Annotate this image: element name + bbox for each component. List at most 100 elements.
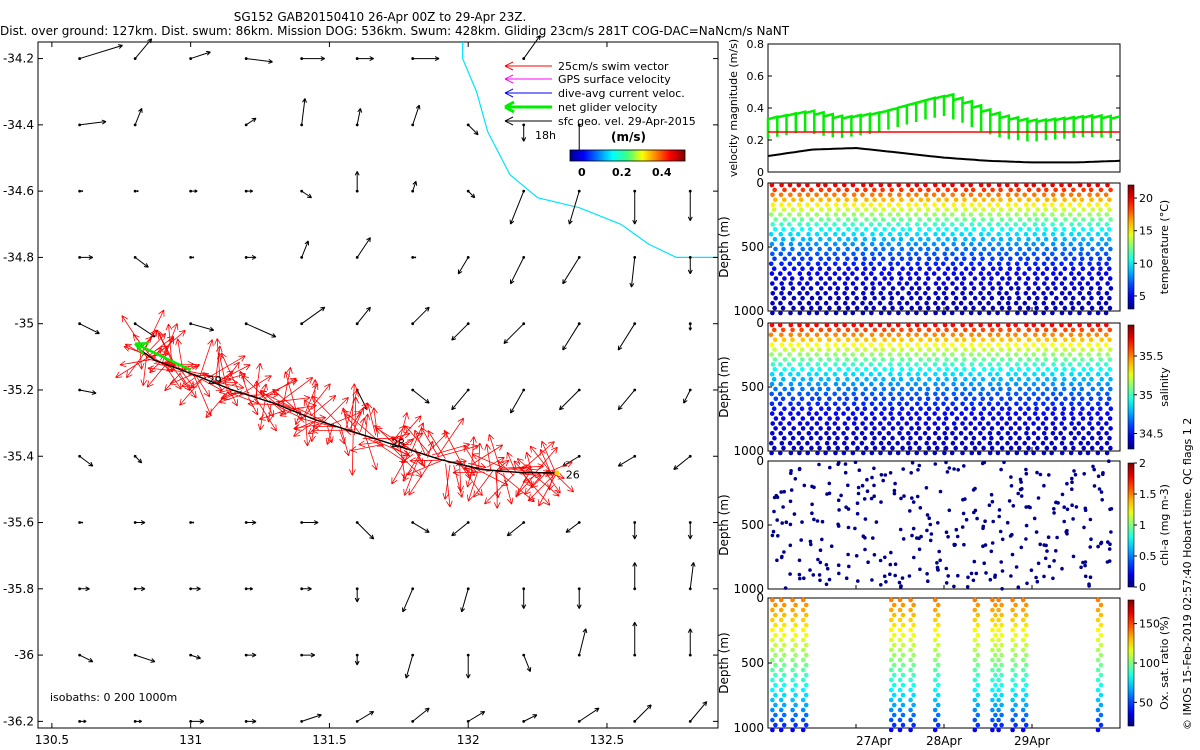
profile-point [800, 266, 805, 272]
profile-point [859, 342, 864, 348]
profile-point [1019, 545, 1024, 550]
profile-point [941, 192, 946, 198]
profile-point [836, 187, 841, 193]
profile-point [975, 722, 981, 728]
profile-point [878, 440, 884, 446]
profile-point [1071, 396, 1076, 402]
profile-point [809, 416, 815, 421]
profile-point [818, 548, 823, 552]
profile-point [1050, 222, 1055, 227]
profile-point [859, 440, 865, 446]
profile-point [872, 327, 878, 333]
profile-point [897, 411, 902, 416]
profile-point [842, 310, 848, 316]
profile-point [889, 550, 893, 555]
profile-point [886, 241, 891, 247]
profile-point [782, 347, 788, 352]
profile-point [963, 207, 968, 212]
swim-vector [199, 339, 214, 378]
profile-point [835, 376, 840, 382]
profile-point [1095, 310, 1101, 316]
profile-point [1078, 261, 1083, 267]
profile-point [1089, 357, 1094, 362]
profile-point [936, 521, 940, 525]
profile-point [993, 672, 998, 678]
profile-point [1024, 537, 1028, 541]
profile-point [888, 697, 894, 703]
profile-point [888, 607, 894, 613]
profile-point [850, 440, 856, 446]
profile-point [778, 727, 784, 733]
profile-point [780, 396, 786, 402]
profile-point [899, 197, 904, 203]
profile-point [791, 187, 797, 193]
profile-point [881, 386, 887, 392]
profile-point [1035, 445, 1040, 451]
profile-point [823, 411, 829, 416]
profile-point [854, 406, 860, 412]
profile-point [963, 435, 968, 441]
profile-point [908, 707, 913, 713]
profile-point [800, 187, 806, 193]
profile-point [959, 411, 964, 416]
profile-point [773, 682, 778, 688]
profile-point [987, 371, 993, 377]
legend-net-arrow-icon [504, 100, 515, 114]
profile-point [997, 514, 1001, 519]
profile-point [779, 490, 783, 494]
profile-point [1098, 357, 1103, 362]
profile-point [1090, 207, 1095, 212]
profile-ylabel: Depth (m) [717, 216, 731, 277]
profile-point [978, 182, 984, 188]
profile-point [926, 426, 931, 431]
profile-point [1050, 251, 1055, 257]
swim-vector [173, 368, 191, 391]
profile-point [881, 305, 887, 311]
profile-point [1026, 295, 1032, 301]
profile-point [1023, 672, 1029, 678]
profile-point [872, 416, 877, 421]
profile-point [793, 642, 798, 648]
profile-point [975, 516, 979, 521]
profile-point [853, 396, 859, 402]
profile-point [1079, 286, 1085, 291]
profile-point [908, 509, 912, 513]
profile-point [808, 376, 814, 382]
profile-point [995, 450, 1001, 456]
profile-point [913, 381, 919, 387]
profile-point [1017, 197, 1022, 203]
profile-point [1005, 300, 1011, 306]
profile-point [1035, 579, 1040, 584]
profile-point [787, 222, 792, 227]
profile-point [835, 435, 840, 441]
profile-point [989, 492, 994, 497]
profile-point [1023, 362, 1028, 367]
profile-point [773, 662, 778, 668]
profile-point [841, 431, 846, 436]
profile-point [836, 217, 841, 222]
profile-point [911, 526, 916, 531]
profile-point [781, 426, 787, 431]
profile-point [900, 286, 905, 291]
profile-point [1041, 182, 1047, 188]
profile-point [1013, 332, 1018, 338]
day-label: 29 [208, 374, 222, 387]
profile-point [1050, 411, 1056, 416]
profile-point [863, 386, 868, 392]
profile-point [1024, 322, 1029, 328]
profile-point [925, 513, 930, 517]
profile-point [770, 533, 775, 538]
profile-point [1079, 327, 1085, 333]
profile-point [818, 197, 823, 203]
profile-point [778, 617, 784, 623]
profile-point [1013, 722, 1018, 728]
profile-point [878, 421, 883, 426]
profile-point [969, 450, 975, 456]
profile-point [781, 236, 786, 242]
profile-point [877, 222, 882, 227]
profile-point [790, 657, 795, 663]
profile-point [872, 367, 878, 372]
profile-point [824, 342, 830, 348]
profile-point [1061, 435, 1067, 441]
profile-point [900, 227, 905, 232]
